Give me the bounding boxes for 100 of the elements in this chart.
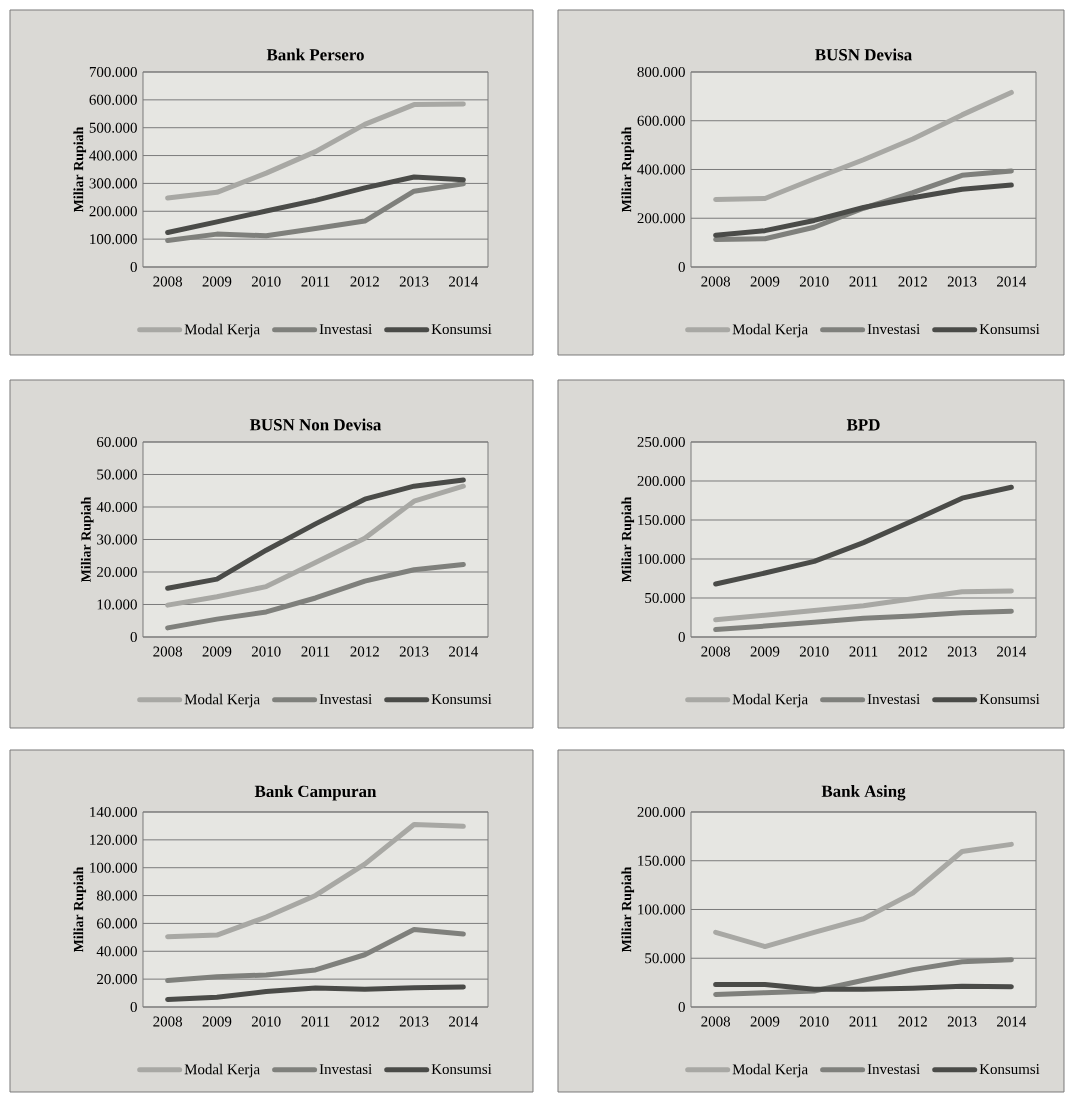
x-tick-label: 2009: [202, 646, 232, 657]
x-tick-label: 2011: [849, 1016, 878, 1027]
y-tick-label: 150.000: [638, 514, 685, 526]
legend-label: Investasi: [867, 324, 920, 335]
y-tick-label: 200.000: [637, 213, 685, 224]
y-tick-label: 100.000: [638, 904, 685, 915]
x-tick-label: 2013: [399, 646, 429, 657]
legend-label: Konsumsi: [979, 694, 1040, 705]
y-tick-label: 800.000: [637, 66, 685, 78]
x-tick-label: 2013: [947, 646, 977, 657]
y-tick-label: 200.000: [637, 806, 685, 818]
y-tick-label: 0: [678, 261, 685, 273]
y-axis-title: Miliar Rupiah: [73, 866, 87, 953]
y-tick-label: 150.000: [638, 855, 685, 866]
x-tick-label: 2013: [947, 276, 977, 287]
legend-label: Konsumsi: [979, 324, 1040, 335]
y-tick-label: 500.000: [89, 122, 137, 133]
y-tick-label: 20.000: [97, 566, 137, 578]
y-tick-label: 0: [130, 1001, 137, 1013]
legend-label: Konsumsi: [431, 694, 492, 705]
x-tick-label: 2011: [301, 646, 330, 657]
x-tick-label: 2008: [153, 646, 183, 657]
x-tick-label: 2012: [350, 646, 379, 657]
legend-label: Konsumsi: [979, 1064, 1040, 1075]
x-tick-label: 2010: [251, 1016, 281, 1027]
y-tick-label: 120.000: [90, 834, 137, 845]
y-tick-label: 50.000: [645, 592, 685, 604]
chart-title: Bank Persero: [266, 48, 364, 61]
x-tick-label: 2010: [799, 646, 829, 657]
x-tick-label: 2012: [898, 1016, 927, 1027]
y-tick-label: 20.000: [97, 974, 137, 985]
y-tick-label: 60.000: [97, 918, 137, 929]
y-tick-label: 700.000: [89, 66, 137, 78]
legend-label: Investasi: [867, 1064, 920, 1075]
y-tick-label: 100.000: [638, 553, 685, 565]
chart-title: BUSN Non Devisa: [249, 418, 382, 431]
chart-title: Bank Asing: [821, 785, 906, 801]
x-tick-label: 2011: [301, 1016, 330, 1027]
x-tick-label: 2013: [947, 1016, 977, 1027]
x-tick-label: 2014: [449, 646, 479, 657]
legend-label: Investasi: [319, 694, 372, 705]
y-tick-label: 40.000: [96, 501, 137, 513]
y-tick-label: 100.000: [90, 862, 137, 873]
chart-title: BUSN Devisa: [815, 48, 912, 61]
x-tick-label: 2014: [997, 1016, 1027, 1027]
y-tick-label: 50.000: [97, 469, 137, 480]
x-tick-label: 2010: [251, 646, 281, 657]
y-tick-label: 250.000: [637, 436, 685, 448]
y-tick-label: 0: [678, 631, 685, 643]
legend-label: Konsumsi: [431, 324, 492, 335]
x-tick-label: 2012: [898, 276, 927, 287]
legend-label: Modal Kerja: [732, 323, 808, 338]
x-tick-label: 2012: [350, 1016, 379, 1027]
x-tick-label: 2010: [799, 1016, 829, 1027]
y-tick-label: 600.000: [89, 94, 137, 105]
x-tick-label: 2014: [449, 1016, 479, 1027]
x-tick-label: 2008: [701, 646, 731, 657]
y-tick-label: 300.000: [89, 178, 137, 189]
legend-label: Modal Kerja: [184, 323, 260, 338]
legend-label: Modal Kerja: [732, 1063, 808, 1078]
y-tick-label: 400.000: [637, 164, 685, 175]
y-axis-title: Miliar Rupiah: [621, 496, 635, 583]
y-tick-label: 600.000: [637, 115, 685, 126]
y-tick-label: 80.000: [96, 890, 137, 901]
x-tick-label: 2008: [153, 276, 183, 287]
y-tick-label: 100.000: [90, 234, 137, 245]
legend-label: Modal Kerja: [184, 693, 260, 708]
x-tick-label: 2011: [301, 276, 330, 287]
y-tick-label: 140.000: [90, 806, 137, 818]
x-tick-label: 2009: [750, 1016, 780, 1027]
x-tick-label: 2008: [701, 1016, 731, 1027]
x-tick-label: 2014: [449, 276, 479, 287]
y-tick-label: 200.000: [89, 206, 137, 217]
y-tick-label: 200.000: [637, 475, 685, 487]
x-tick-label: 2009: [202, 276, 232, 287]
x-tick-label: 2009: [202, 1016, 232, 1027]
x-tick-label: 2014: [997, 646, 1027, 657]
x-tick-label: 2010: [799, 276, 829, 287]
x-tick-label: 2011: [849, 646, 878, 657]
x-tick-label: 2012: [350, 276, 379, 287]
chart-title: Bank Campuran: [254, 785, 377, 801]
x-tick-label: 2011: [849, 276, 878, 287]
y-tick-label: 10.000: [97, 599, 137, 610]
y-tick-label: 400.000: [89, 150, 137, 161]
x-tick-label: 2014: [997, 276, 1027, 287]
y-axis-title: Miliar Rupiah: [621, 866, 635, 953]
legend-label: Modal Kerja: [184, 1063, 260, 1078]
y-tick-label: 0: [678, 1001, 685, 1013]
x-tick-label: 2010: [251, 276, 281, 287]
x-tick-label: 2013: [399, 1016, 429, 1027]
legend-label: Investasi: [319, 1064, 372, 1075]
y-axis-title: Miliar Rupiah: [80, 496, 94, 583]
legend-label: Investasi: [867, 694, 920, 705]
legend-label: Modal Kerja: [732, 693, 808, 708]
x-tick-label: 2009: [750, 646, 780, 657]
y-tick-label: 60.000: [97, 436, 137, 448]
y-tick-label: 0: [130, 261, 137, 273]
y-axis-title: Miliar Rupiah: [621, 126, 635, 213]
x-tick-label: 2008: [153, 1016, 183, 1027]
x-tick-label: 2013: [399, 276, 429, 287]
